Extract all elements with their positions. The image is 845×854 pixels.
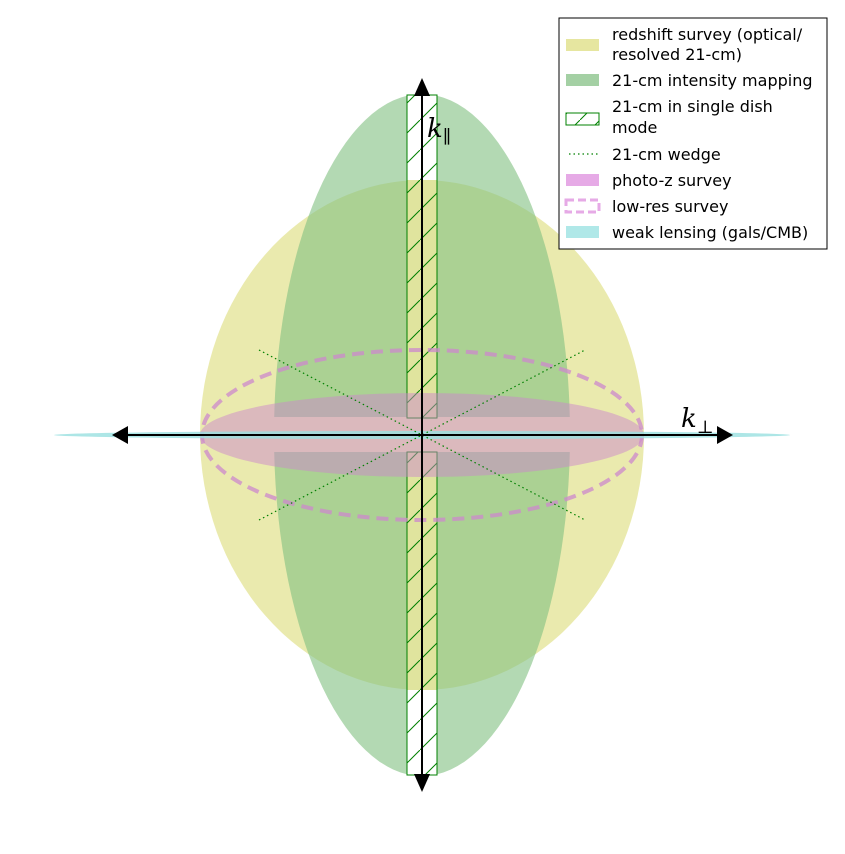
k-parallel-label: k∥ <box>427 114 451 148</box>
wedge-lines <box>258 349 586 521</box>
legend-label-single-dish-1: 21-cm in single dish <box>612 97 773 116</box>
legend-label-photoz: photo-z survey <box>612 171 732 190</box>
legend-swatch-photoz <box>566 174 599 186</box>
legend-swatch-intensity <box>566 74 599 86</box>
k-perp-arrow-left <box>112 426 128 444</box>
legend-label-lowres: low-res survey <box>612 197 728 216</box>
k-par-arrow-top <box>414 78 430 96</box>
legend: redshift survey (optical/ resolved 21-cm… <box>558 17 828 250</box>
k-perp-label: k⊥ <box>681 404 714 438</box>
legend-label-redshift-1: redshift survey (optical/ <box>612 25 803 44</box>
axes <box>112 78 733 792</box>
legend-swatch-lensing <box>566 226 599 238</box>
legend-label-single-dish-2: mode <box>612 118 657 137</box>
k-perp-arrow-right <box>717 426 733 444</box>
legend-swatch-single-dish <box>565 112 600 126</box>
legend-label-redshift-2: resolved 21-cm) <box>612 45 742 64</box>
legend-label-lensing: weak lensing (gals/CMB) <box>612 223 808 242</box>
legend-box <box>558 17 828 250</box>
k-par-arrow-bottom <box>414 774 430 792</box>
legend-label-wedge: 21-cm wedge <box>612 145 721 164</box>
legend-label-intensity: 21-cm intensity mapping <box>612 71 813 90</box>
legend-swatch-lowres <box>564 198 601 214</box>
legend-swatch-redshift <box>566 39 599 51</box>
